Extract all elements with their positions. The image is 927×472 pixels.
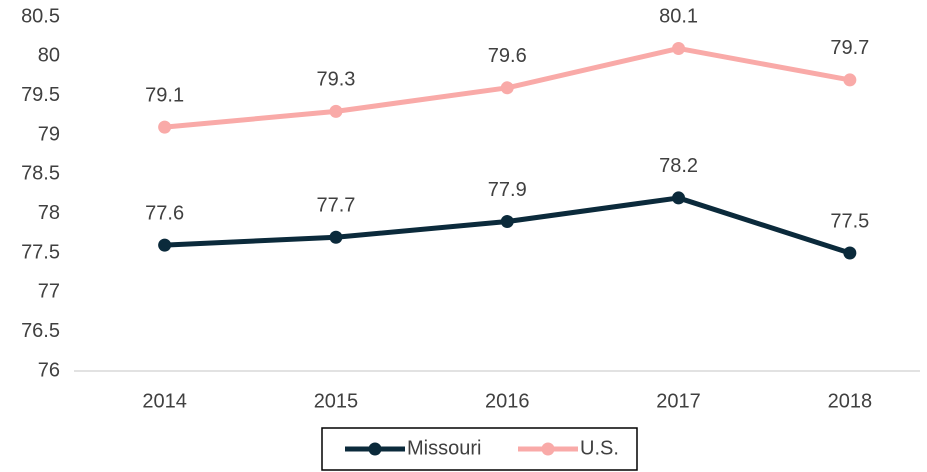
legend-marker [541, 442, 555, 456]
data-point [329, 104, 343, 118]
y-tick-label: 77 [38, 281, 60, 303]
y-tick-label: 79 [38, 123, 60, 145]
data-label: 79.7 [830, 37, 869, 59]
data-label: 79.1 [145, 84, 184, 106]
y-tick-label: 78.5 [21, 163, 60, 185]
data-label: 79.3 [316, 69, 355, 91]
data-point [500, 215, 514, 229]
data-point [158, 238, 172, 252]
x-tick-label: 2015 [314, 390, 359, 412]
data-label: 80.1 [659, 6, 698, 28]
x-tick-label: 2018 [828, 390, 873, 412]
x-tick-label: 2017 [656, 390, 701, 412]
x-tick-label: 2016 [485, 390, 530, 412]
data-label: 78.2 [659, 155, 698, 177]
data-label: 79.6 [488, 45, 527, 67]
data-point [500, 81, 514, 95]
legend-marker [368, 442, 382, 456]
data-point [843, 73, 857, 87]
data-point [672, 41, 686, 55]
data-point [329, 230, 343, 244]
data-label: 77.7 [316, 195, 355, 217]
y-tick-label: 80 [38, 45, 60, 67]
legend-label: U.S. [580, 437, 619, 459]
y-tick-label: 76.5 [21, 320, 60, 342]
y-tick-label: 76 [38, 359, 60, 381]
data-label: 77.9 [488, 179, 527, 201]
legend-label: Missouri [407, 437, 481, 459]
data-point [672, 191, 686, 205]
y-tick-label: 78 [38, 202, 60, 224]
data-label: 77.5 [830, 210, 869, 232]
y-tick-label: 77.5 [21, 241, 60, 263]
y-tick-label: 80.5 [21, 5, 60, 27]
data-point [843, 246, 857, 260]
data-label: 77.6 [145, 202, 184, 224]
y-tick-label: 79.5 [21, 84, 60, 106]
x-tick-label: 2014 [142, 390, 187, 412]
data-point [158, 120, 172, 134]
